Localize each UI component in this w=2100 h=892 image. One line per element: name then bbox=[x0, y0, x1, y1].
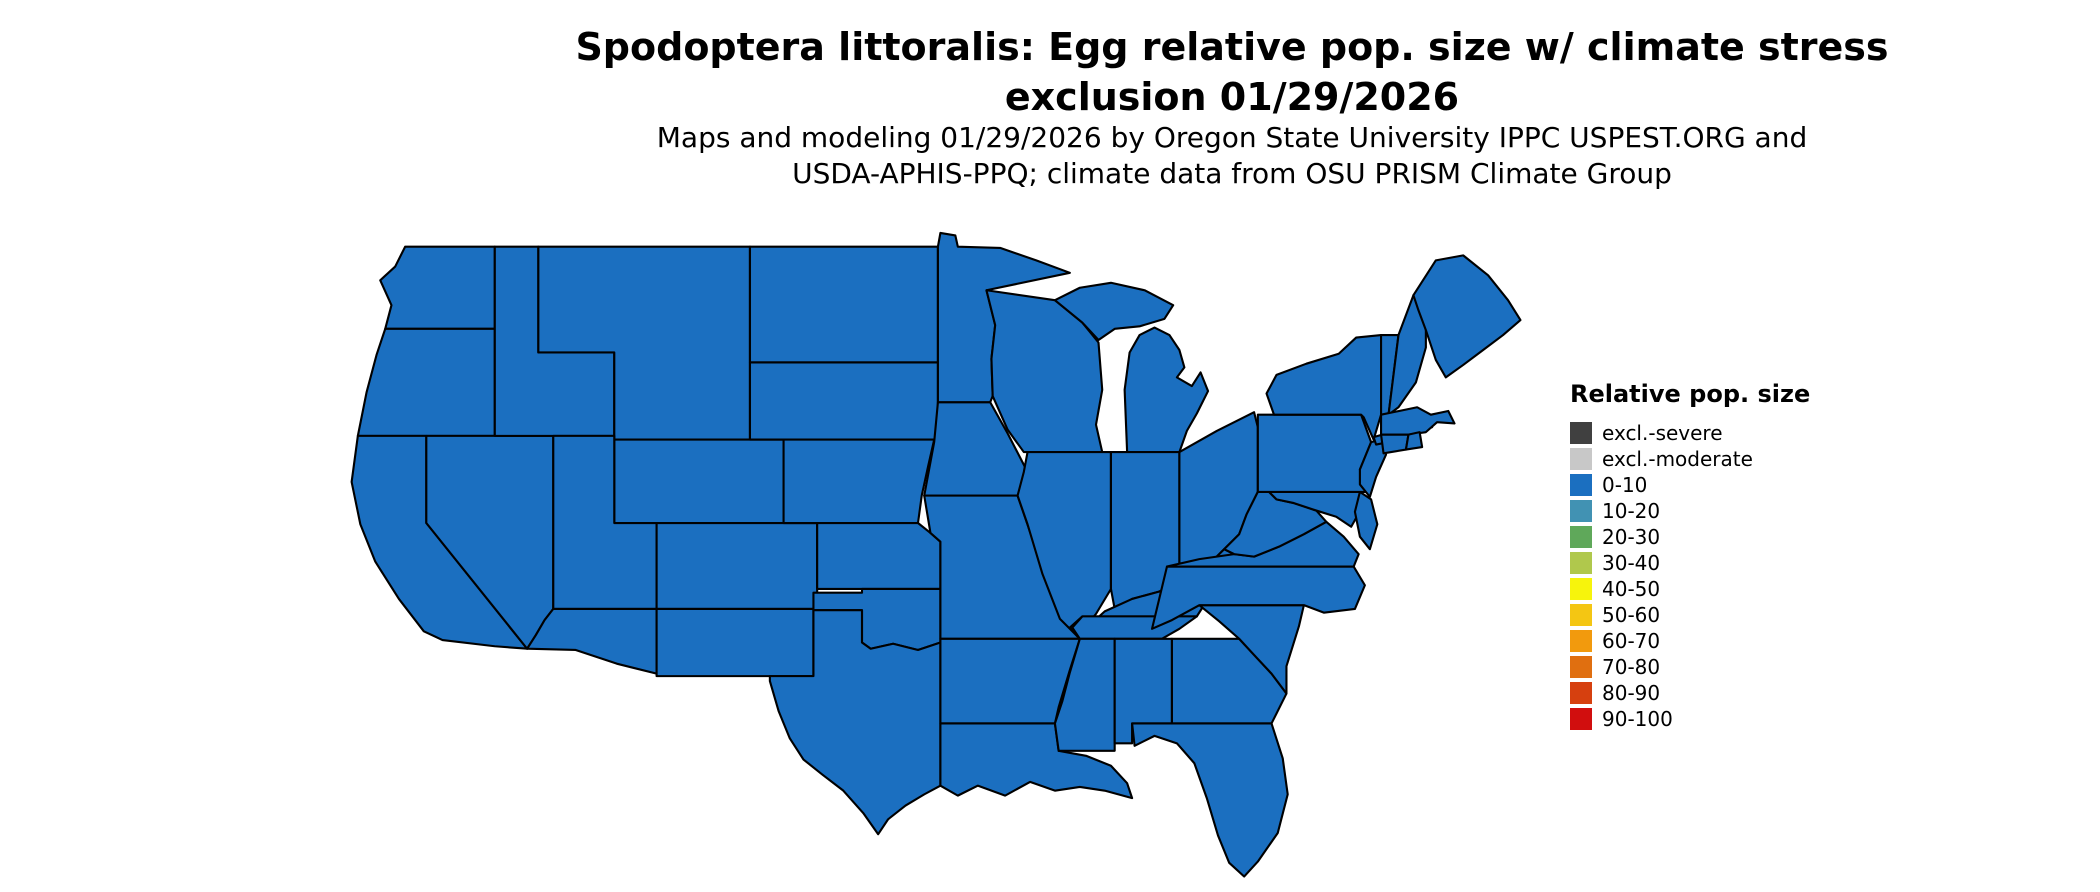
state-texas bbox=[768, 609, 942, 836]
legend-swatch bbox=[1570, 526, 1592, 548]
legend: Relative pop. size excl.-severe excl.-mod… bbox=[1570, 380, 1810, 732]
legend-item: 0-10 bbox=[1570, 472, 1810, 498]
legend-swatch bbox=[1570, 474, 1592, 496]
state-minnesota bbox=[936, 231, 1071, 404]
legend-swatch bbox=[1570, 630, 1592, 652]
state-wyoming bbox=[613, 438, 785, 525]
legend-swatch bbox=[1570, 682, 1592, 704]
legend-item-label: 20-30 bbox=[1602, 525, 1661, 549]
state-colorado bbox=[655, 521, 819, 610]
legend-item: 80-90 bbox=[1570, 680, 1810, 706]
legend-item: excl.-severe bbox=[1570, 420, 1810, 446]
legend-swatch bbox=[1570, 422, 1592, 444]
state-south-carolina bbox=[1198, 604, 1305, 695]
state-north-carolina bbox=[1150, 565, 1366, 630]
legend-title: Relative pop. size bbox=[1570, 380, 1811, 408]
legend-item: 70-80 bbox=[1570, 654, 1810, 680]
figure-title: Spodoptera littoralis: Egg relative pop.… bbox=[382, 22, 2082, 122]
state-louisiana bbox=[939, 722, 1134, 800]
legend-item-label: 90-100 bbox=[1602, 707, 1673, 731]
legend-swatch bbox=[1570, 552, 1592, 574]
state-arizona bbox=[526, 607, 658, 675]
legend-item-label: excl.-severe bbox=[1602, 421, 1723, 445]
state-florida bbox=[1131, 722, 1289, 878]
legend-item: 40-50 bbox=[1570, 576, 1810, 602]
legend-swatch bbox=[1570, 656, 1592, 678]
delmarva-peninsula bbox=[1353, 490, 1379, 551]
state-maine bbox=[1412, 254, 1522, 379]
legend-item-label: 80-90 bbox=[1602, 681, 1661, 705]
state-kansas bbox=[816, 521, 942, 591]
legend-item-label: 50-60 bbox=[1602, 603, 1661, 627]
figure-title-line1: Spodoptera littoralis: Egg relative pop.… bbox=[575, 25, 1889, 69]
legend-items: excl.-severe excl.-moderate 0-10 10-20 20-30… bbox=[1570, 420, 1810, 732]
us-map bbox=[350, 231, 1522, 878]
state-connecticut bbox=[1380, 433, 1410, 455]
legend-item: 60-70 bbox=[1570, 628, 1810, 654]
legend-swatch bbox=[1570, 708, 1592, 730]
legend-item: 10-20 bbox=[1570, 498, 1810, 524]
state-michigan bbox=[1053, 281, 1210, 454]
legend-item-label: 30-40 bbox=[1602, 551, 1661, 575]
legend-item-label: 60-70 bbox=[1602, 629, 1661, 653]
legend-item-label: 70-80 bbox=[1602, 655, 1661, 679]
figure-subtitle-line1: Maps and modeling 01/29/2026 by Oregon S… bbox=[656, 121, 1808, 154]
legend-item: 90-100 bbox=[1570, 706, 1810, 732]
state-pennsylvania bbox=[1256, 413, 1373, 493]
legend-item: 50-60 bbox=[1570, 602, 1810, 628]
state-new-mexico bbox=[655, 607, 815, 678]
figure-subtitle-line2: USDA-APHIS-PPQ; climate data from OSU PR… bbox=[792, 156, 1672, 190]
legend-swatch bbox=[1570, 500, 1592, 522]
legend-item: 20-30 bbox=[1570, 524, 1810, 550]
legend-swatch bbox=[1570, 448, 1592, 470]
legend-item-label: excl.-moderate bbox=[1602, 447, 1753, 471]
legend-item-label: 40-50 bbox=[1602, 577, 1661, 601]
state-north-dakota bbox=[748, 245, 939, 364]
state-nebraska bbox=[782, 438, 936, 525]
state-tennessee bbox=[1071, 615, 1198, 640]
state-rhode-island bbox=[1404, 431, 1424, 451]
us-map-container bbox=[308, 228, 1528, 884]
legend-item-label: 0-10 bbox=[1602, 473, 1648, 497]
legend-item: excl.-moderate bbox=[1570, 446, 1810, 472]
state-washington bbox=[379, 245, 496, 330]
figure-subtitle: Maps and modeling 01/29/2026 by Oregon S… bbox=[382, 120, 2082, 192]
legend-item: 30-40 bbox=[1570, 550, 1810, 576]
figure-title-line2: exclusion 01/29/2026 bbox=[1004, 75, 1460, 120]
state-oregon bbox=[356, 327, 496, 437]
legend-swatch bbox=[1570, 604, 1592, 626]
state-south-dakota bbox=[748, 361, 939, 441]
legend-item-label: 10-20 bbox=[1602, 499, 1661, 523]
legend-swatch bbox=[1570, 578, 1592, 600]
